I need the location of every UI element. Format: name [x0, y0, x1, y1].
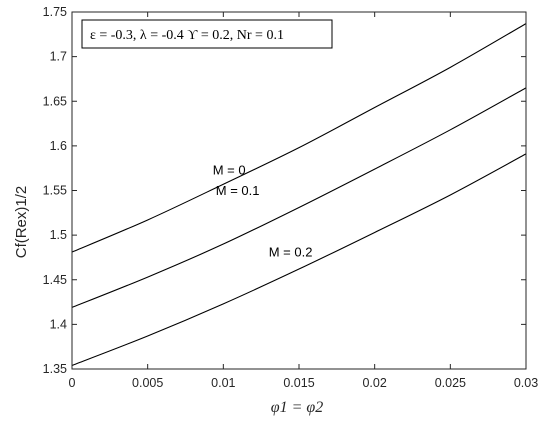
y-tick-label: 1.65	[43, 94, 67, 108]
x-tick-label: 0.03	[514, 376, 538, 390]
x-tick-label: 0.015	[283, 376, 314, 390]
x-axis-ticks: 0 0.005 0.01 0.015 0.02 0.025 0.03	[69, 12, 538, 390]
series-line-0	[71, 23, 527, 253]
y-tick-label: 1.35	[43, 362, 67, 376]
x-tick-label: 0.02	[362, 376, 386, 390]
x-tick-label: 0.01	[211, 376, 235, 390]
legend-box: ε = -0.3, λ = -0.4 ϒ = 0.2, Nr = 0.1	[81, 19, 333, 49]
x-tick-label: 0.025	[435, 376, 466, 390]
y-tick-label: 1.5	[50, 228, 67, 242]
y-axis-ticks: 1.35 1.4 1.45 1.5 1.55 1.6 1.65 1.7 1.75	[43, 5, 526, 376]
curve-label: M = 0	[213, 162, 246, 177]
x-tick-label: 0	[69, 376, 76, 390]
y-tick-label: 1.75	[43, 5, 67, 19]
y-tick-label: 1.55	[43, 184, 67, 198]
series-line-2	[71, 153, 527, 366]
series-lines	[71, 23, 527, 366]
curve-label: M = 0.1	[216, 183, 260, 198]
series-line-1	[71, 87, 527, 308]
x-tick-label: 0.005	[132, 376, 163, 390]
curve-label: M = 0.2	[269, 245, 313, 260]
y-tick-label: 1.6	[50, 139, 67, 153]
curve-labels: M = 0 M = 0.1 M = 0.2	[213, 162, 313, 259]
x-axis-title: φ1 = φ2	[271, 399, 324, 416]
y-tick-label: 1.7	[50, 50, 67, 64]
legend-frame	[81, 19, 333, 49]
y-tick-label: 1.45	[43, 273, 67, 287]
y-axis-title: Cf(Rex)1/2	[13, 186, 30, 259]
legend-text: ε = -0.3, λ = -0.4 ϒ = 0.2, Nr = 0.1	[90, 28, 284, 43]
y-tick-label: 1.4	[50, 317, 67, 331]
